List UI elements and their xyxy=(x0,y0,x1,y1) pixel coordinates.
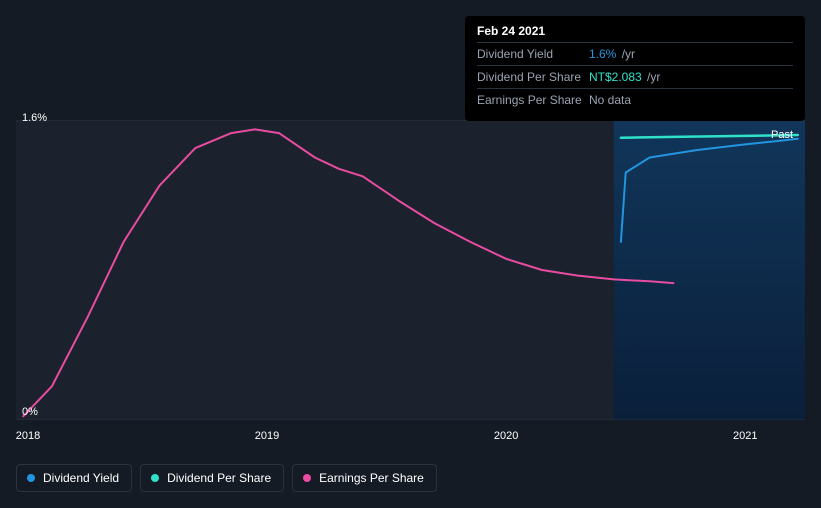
future-region xyxy=(614,120,805,420)
tooltip-title: Feb 24 2021 xyxy=(477,24,793,38)
x-tick-label: 2018 xyxy=(16,430,40,442)
legend-item-earnings_per_share[interactable]: Earnings Per Share xyxy=(292,464,437,492)
x-axis-labels: 2018 2019 2020 2021 xyxy=(16,430,805,446)
x-tick-label: 2021 xyxy=(733,430,757,442)
tooltip-key: Dividend Yield xyxy=(477,45,589,63)
legend-dot-icon xyxy=(303,474,311,482)
legend-label: Earnings Per Share xyxy=(319,471,424,485)
chart-svg xyxy=(16,120,805,420)
tooltip-key: Dividend Per Share xyxy=(477,68,589,86)
legend-dot-icon xyxy=(27,474,35,482)
legend-label: Dividend Yield xyxy=(43,471,119,485)
tooltip-row: Earnings Per ShareNo data xyxy=(477,88,793,111)
tooltip-row: Dividend Per ShareNT$2.083 /yr xyxy=(477,65,793,88)
chart-tooltip: Feb 24 2021 Dividend Yield1.6% /yrDivide… xyxy=(465,16,805,121)
past-region xyxy=(16,120,614,420)
tooltip-row: Dividend Yield1.6% /yr xyxy=(477,42,793,65)
tooltip-value: NT$2.083 /yr xyxy=(589,68,793,86)
tooltip-key: Earnings Per Share xyxy=(477,91,589,109)
legend-item-dividend_per_share[interactable]: Dividend Per Share xyxy=(140,464,284,492)
legend-label: Dividend Per Share xyxy=(167,471,271,485)
past-label: Past xyxy=(771,129,793,141)
x-tick-label: 2020 xyxy=(494,430,518,442)
chart-plot xyxy=(16,120,805,420)
x-tick-label: 2019 xyxy=(255,430,279,442)
chart-legend: Dividend Yield Dividend Per Share Earnings… xyxy=(16,464,437,492)
legend-dot-icon xyxy=(151,474,159,482)
y-tick-label: 1.6% xyxy=(22,112,47,124)
tooltip-value: 1.6% /yr xyxy=(589,45,793,63)
tooltip-rows: Dividend Yield1.6% /yrDividend Per Share… xyxy=(477,42,793,111)
tooltip-value: No data xyxy=(589,91,793,109)
y-tick-label: 0% xyxy=(22,406,38,418)
legend-item-dividend_yield[interactable]: Dividend Yield xyxy=(16,464,132,492)
